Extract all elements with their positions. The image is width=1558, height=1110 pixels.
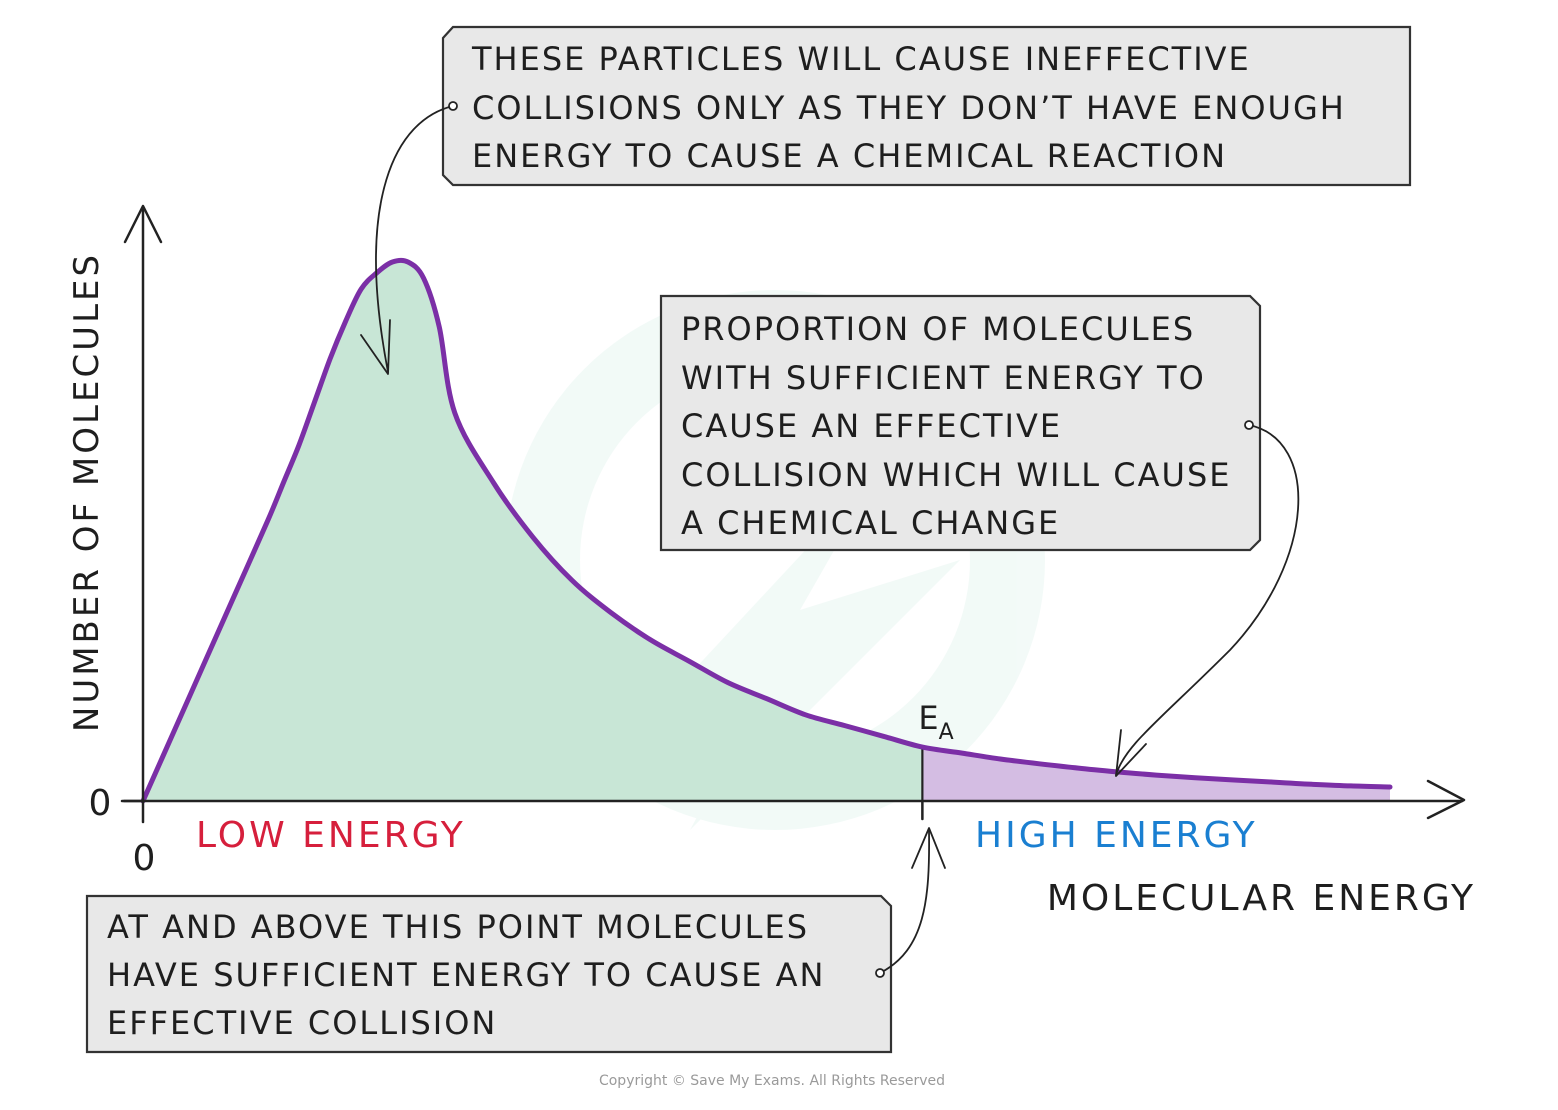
callout-top-line-2: COLLISIONS ONLY AS THEY DON’T HAVE ENOUG… [472,89,1346,127]
callout-top-line-3: ENERGY TO CAUSE A CHEMICAL REACTION [472,137,1227,175]
leader-bottom-path [879,829,931,974]
activation-energy-label-sub: A [939,720,954,745]
leader-bottom-arrowhead [911,827,946,869]
leader-right [1115,420,1300,777]
callout-top: THESE PARTICLES WILL CAUSE INEFFECTIVE C… [441,25,1412,187]
x-origin-label: 0 [133,838,156,879]
leader-top [360,101,458,375]
high-energy-area [922,747,1390,801]
callout-right-line-2: WITH SUFFICIENT ENERGY TO [681,359,1206,397]
high-energy-label: HIGH ENERGY [975,815,1258,856]
callout-bottom-line-2: HAVE SUFFICIENT ENERGY TO CAUSE AN [107,956,825,994]
copyright-text: Copyright © Save My Exams. All Rights Re… [599,1073,945,1089]
leader-top-path [375,105,454,373]
callout-right-line-4: COLLISION WHICH WILL CAUSE [681,456,1231,494]
y-axis-label: NUMBER OF MOLECULES [67,252,107,732]
leader-top-arrowhead [360,319,391,375]
callout-right-box [659,294,1262,552]
distribution-curve [140,257,1393,804]
callout-top-line-1: THESE PARTICLES WILL CAUSE INEFFECTIVE [471,40,1251,78]
activation-energy-label-main: E [918,699,938,737]
leader-bottom [875,827,946,978]
callout-top-box [441,25,1412,187]
callout-bottom: AT AND ABOVE THIS POINT MOLECULES HAVE S… [85,894,893,1054]
leader-top-dot [448,101,458,111]
leader-bottom-dot [875,968,885,978]
callout-right-line-1: PROPORTION OF MOLECULES [681,310,1195,348]
callout-bottom-box [85,894,893,1054]
callout-right-line-5: A CHEMICAL CHANGE [681,504,1060,542]
activation-energy-label: EA [918,699,953,745]
x-axis-arrowhead [1426,779,1466,820]
x-axis-label: MOLECULAR ENERGY [1047,878,1476,919]
callout-bottom-line-3: EFFECTIVE COLLISION [107,1004,497,1042]
leader-right-dot [1244,420,1254,430]
y-origin-label: 0 [89,783,112,824]
y-axis-arrowhead [123,204,163,244]
leader-right-path [1115,424,1300,776]
callout-right: PROPORTION OF MOLECULES WITH SUFFICIENT … [659,294,1262,552]
low-energy-area [143,260,923,801]
callout-bottom-line-1: AT AND ABOVE THIS POINT MOLECULES [107,908,809,946]
callout-right-line-3: CAUSE AN EFFECTIVE [681,407,1062,445]
low-energy-label: LOW ENERGY [196,815,466,856]
leader-right-arrowhead [1115,729,1147,777]
